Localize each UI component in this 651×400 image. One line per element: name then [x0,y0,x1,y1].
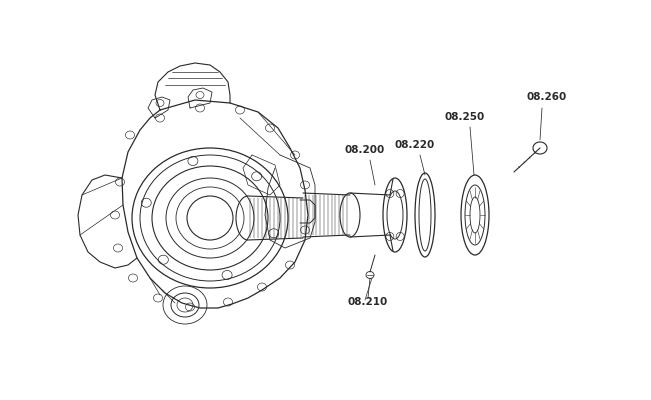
Text: 08.260: 08.260 [527,92,567,102]
Text: 08.250: 08.250 [445,112,485,122]
Text: 08.200: 08.200 [345,145,385,155]
Text: 08.220: 08.220 [395,140,435,150]
Text: 08.210: 08.210 [348,297,388,307]
